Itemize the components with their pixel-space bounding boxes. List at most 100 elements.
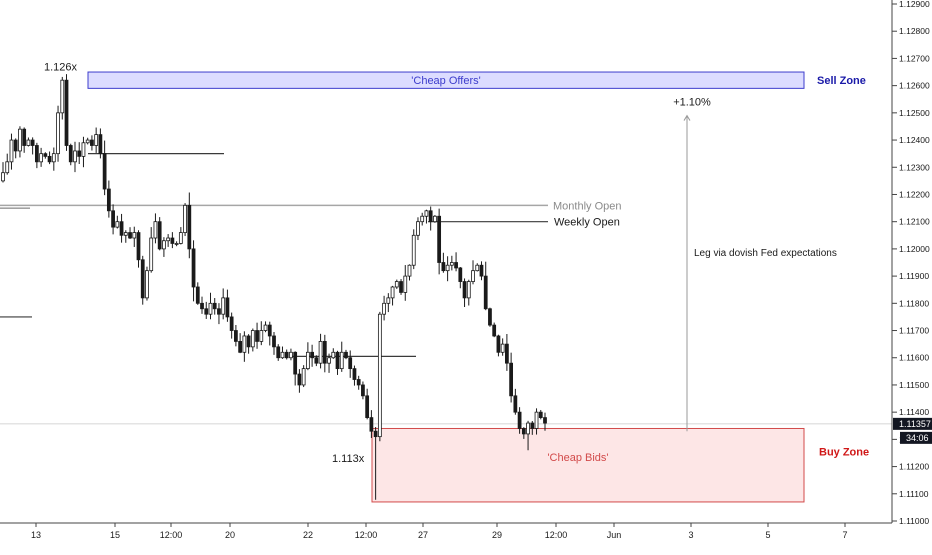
price-tick-label: 1.11200 <box>899 462 929 472</box>
candle-body <box>43 153 48 157</box>
candle-body <box>106 188 111 212</box>
candle-body <box>60 79 65 114</box>
candle-body <box>263 324 268 331</box>
buy-zone-box <box>371 427 805 503</box>
candle-body <box>352 368 357 380</box>
candle-body <box>98 134 103 155</box>
candle-body <box>102 153 107 190</box>
candle-body <box>238 341 243 353</box>
candle-body <box>424 210 429 217</box>
candle-body <box>416 221 420 236</box>
price-tick-label: 1.12500 <box>899 108 930 118</box>
low-label: 1.113x <box>332 453 365 465</box>
candle-body <box>119 221 124 236</box>
price-tick-label: 1.12600 <box>899 81 930 91</box>
price-tick-label: 1.11000 <box>899 516 929 526</box>
candle-body <box>246 335 251 348</box>
candle-body <box>153 221 158 239</box>
candle-body <box>90 139 94 146</box>
time-tick-label: 12:00 <box>160 530 183 540</box>
candle-body <box>81 142 86 157</box>
price-tick-label: 1.12800 <box>899 26 930 36</box>
candle-body <box>513 395 518 413</box>
candle-body <box>437 215 442 263</box>
candle-body <box>377 313 382 438</box>
candle-body <box>284 351 289 359</box>
candle-body <box>115 221 120 228</box>
candle-body <box>420 215 425 223</box>
sell-zone-label: Sell Zone <box>817 75 866 87</box>
candle-body <box>301 368 306 386</box>
candle-body <box>369 417 374 432</box>
time-tick-label: 22 <box>303 530 313 540</box>
candle-body <box>327 357 331 364</box>
candle-body <box>9 139 14 163</box>
candle-body <box>475 264 480 272</box>
candle-body <box>212 302 217 310</box>
candle-body <box>407 264 412 277</box>
candle-body <box>361 384 365 397</box>
price-tick-label: 1.12900 <box>899 0 930 9</box>
candle-body <box>403 275 408 293</box>
time-tick-label: 7 <box>842 530 847 540</box>
candle-body <box>267 324 272 337</box>
price-tick-label: 1.11500 <box>899 380 929 390</box>
candle-body <box>191 248 196 288</box>
candle-body <box>217 308 221 315</box>
candle-body <box>47 155 52 163</box>
candle-body <box>441 262 446 272</box>
time-axis[interactable]: 13 15 12:00 20 22 12:00 27 29 12:00 Jun 3 5 7 <box>31 523 848 540</box>
candle-body <box>314 357 319 364</box>
candle-body <box>111 210 115 228</box>
candle-body <box>166 237 171 242</box>
sell-zone-text: 'Cheap Offers' <box>411 75 480 87</box>
price-tick-label: 1.12000 <box>899 244 930 254</box>
candle-body <box>297 373 302 386</box>
price-tick-label: 1.11400 <box>899 407 929 417</box>
high-label: 1.126x <box>44 62 78 74</box>
time-tick-label: 27 <box>418 530 428 540</box>
candle-body <box>543 417 547 424</box>
candle-body <box>509 362 514 397</box>
time-tick-label: 15 <box>110 530 120 540</box>
candle-body <box>242 335 247 353</box>
candle-body <box>428 210 433 223</box>
candle-body <box>466 281 471 299</box>
annotation-note: Leg via dovish Fed expectations <box>694 248 837 259</box>
candle-body <box>34 145 39 163</box>
current-price-badge <box>893 417 932 430</box>
candle-body <box>521 428 526 435</box>
candle-body <box>225 297 230 318</box>
candle-body <box>187 204 192 250</box>
candle-body <box>1 172 5 182</box>
buy-zone-label: Buy Zone <box>819 447 869 459</box>
candle-body <box>449 262 454 266</box>
price-tick-label: 1.11600 <box>899 353 929 363</box>
time-tick-label: 13 <box>31 530 41 540</box>
time-tick-label: 5 <box>765 530 770 540</box>
candle-body <box>356 379 361 386</box>
candle-body <box>386 297 391 304</box>
candle-body <box>390 286 395 299</box>
candle-body <box>276 346 281 359</box>
current-price-value: 1.11357 <box>899 419 931 429</box>
candle-body <box>394 281 399 288</box>
price-tick-label: 1.11800 <box>899 298 929 308</box>
candle-body <box>318 341 323 364</box>
candle-body <box>204 308 209 315</box>
candle-body <box>382 302 386 315</box>
candle-body <box>433 215 437 223</box>
candle-body <box>322 341 327 364</box>
price-tick-label: 1.12200 <box>899 189 930 199</box>
candle-body <box>157 221 162 250</box>
candle-body <box>183 204 187 233</box>
candle-body <box>123 232 128 236</box>
candle-body <box>200 302 204 310</box>
candle-body <box>496 335 501 353</box>
price-axis[interactable]: 1.12900 1.12800 1.12700 1.12600 1.12500 1.124… <box>892 0 930 526</box>
candle-body <box>483 275 488 310</box>
candle-body <box>170 237 175 244</box>
candle-body <box>517 411 522 429</box>
candle-body <box>18 128 22 152</box>
